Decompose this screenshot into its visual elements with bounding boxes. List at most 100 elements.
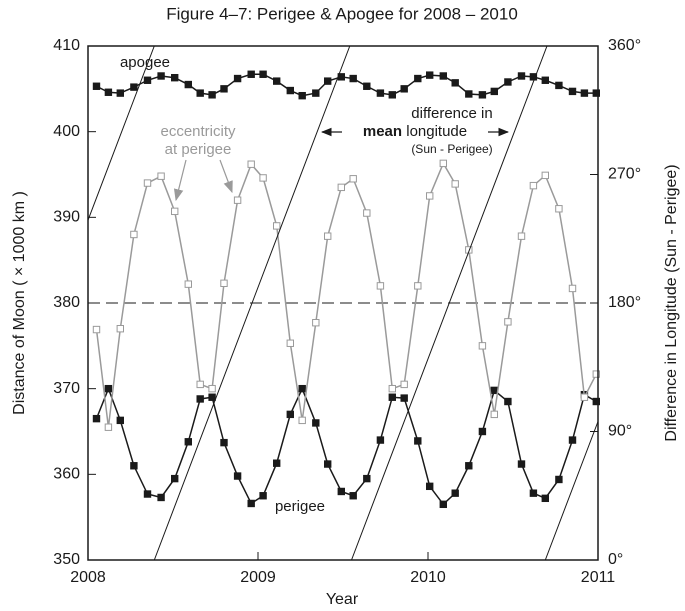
y-tick-label: 380 — [53, 294, 80, 311]
data-point — [451, 79, 459, 87]
x-tick-label: 2008 — [70, 569, 106, 586]
data-point — [376, 89, 385, 97]
data-point — [465, 246, 473, 254]
data-point — [400, 394, 408, 402]
y2-axis-label: Difference in Longitude (Sun - Perigee) — [663, 164, 680, 441]
data-point — [92, 414, 101, 423]
data-point — [196, 89, 204, 97]
data-point — [504, 318, 512, 326]
data-point — [220, 438, 228, 447]
data-point — [143, 76, 152, 84]
data-point — [388, 91, 397, 99]
data-point — [273, 459, 281, 467]
data-point — [184, 80, 193, 89]
series-line — [96, 73, 597, 97]
data-point — [286, 86, 295, 95]
data-point — [208, 384, 216, 393]
data-point — [208, 91, 216, 99]
y2-tick-label: 90° — [608, 423, 632, 440]
data-point — [349, 492, 357, 500]
data-point — [298, 91, 306, 100]
data-point — [104, 423, 113, 431]
y-tick-label: 410 — [53, 37, 80, 54]
data-point — [451, 489, 459, 497]
data-point — [171, 474, 179, 483]
data-point — [92, 325, 101, 334]
data-point — [324, 232, 332, 240]
data-point — [337, 487, 346, 496]
y-axis-label: Distance of Moon ( × 1000 km ) — [11, 191, 28, 415]
data-point — [414, 282, 422, 290]
data-point — [143, 490, 152, 498]
longitude-bold: mean — [363, 123, 402, 140]
data-point — [130, 462, 138, 470]
data-point — [439, 500, 448, 509]
data-point — [247, 160, 255, 168]
data-point — [233, 74, 242, 83]
data-point — [517, 72, 526, 80]
data-point — [478, 342, 487, 350]
y2-tick-label: 270° — [608, 166, 641, 183]
data-point — [324, 460, 332, 468]
data-point — [490, 386, 499, 395]
data-point — [478, 427, 487, 436]
x-tick-label: 2009 — [240, 569, 276, 586]
apogee-label: apogee — [120, 54, 170, 71]
data-point — [247, 70, 255, 78]
data-point — [568, 284, 577, 293]
longitude-label: mean longitude — [363, 123, 467, 140]
eccentricity-label: at perigee — [165, 141, 232, 158]
data-point — [349, 74, 357, 83]
series-line — [95, 161, 597, 428]
data-point — [414, 74, 422, 83]
data-point — [426, 71, 434, 79]
data-point — [247, 499, 255, 508]
data-point — [220, 85, 228, 93]
series-line — [95, 386, 597, 506]
data-point — [541, 494, 549, 503]
data-point — [196, 380, 204, 389]
annotation-arrow — [219, 159, 233, 194]
data-point — [439, 72, 448, 80]
data-point — [439, 159, 448, 168]
data-point — [259, 174, 267, 182]
data-point — [555, 475, 563, 484]
data-point — [116, 416, 124, 425]
x-tick-label: 2011 — [581, 569, 616, 586]
data-point — [400, 380, 408, 389]
data-point — [116, 89, 124, 97]
data-point — [171, 73, 179, 82]
data-point — [324, 77, 332, 85]
data-point — [157, 172, 165, 180]
data-point — [220, 279, 228, 287]
data-point — [184, 280, 193, 288]
data-point — [478, 91, 487, 99]
data-point — [184, 438, 193, 446]
data-point — [529, 73, 538, 81]
series-line — [88, 46, 598, 560]
data-point — [312, 319, 320, 327]
data-point — [208, 393, 216, 401]
data-point — [143, 179, 152, 187]
data-point — [490, 410, 499, 419]
data-point — [312, 419, 320, 427]
annotation-arrow — [173, 159, 187, 202]
data-point — [568, 87, 577, 96]
data-point — [555, 81, 563, 90]
y-tick-label: 390 — [53, 209, 80, 226]
data-point — [363, 82, 371, 90]
data-point — [529, 489, 538, 497]
perigee-label: perigee — [275, 498, 325, 515]
data-point — [116, 325, 124, 333]
data-point — [426, 482, 434, 491]
data-point — [465, 462, 473, 470]
data-point — [541, 76, 549, 84]
data-point — [286, 339, 295, 347]
data-point — [541, 171, 549, 180]
data-point — [337, 183, 346, 192]
data-point — [592, 89, 600, 97]
y-tick-label: 400 — [53, 123, 80, 140]
data-point — [233, 472, 242, 480]
x-tick-label: 2010 — [410, 569, 446, 586]
